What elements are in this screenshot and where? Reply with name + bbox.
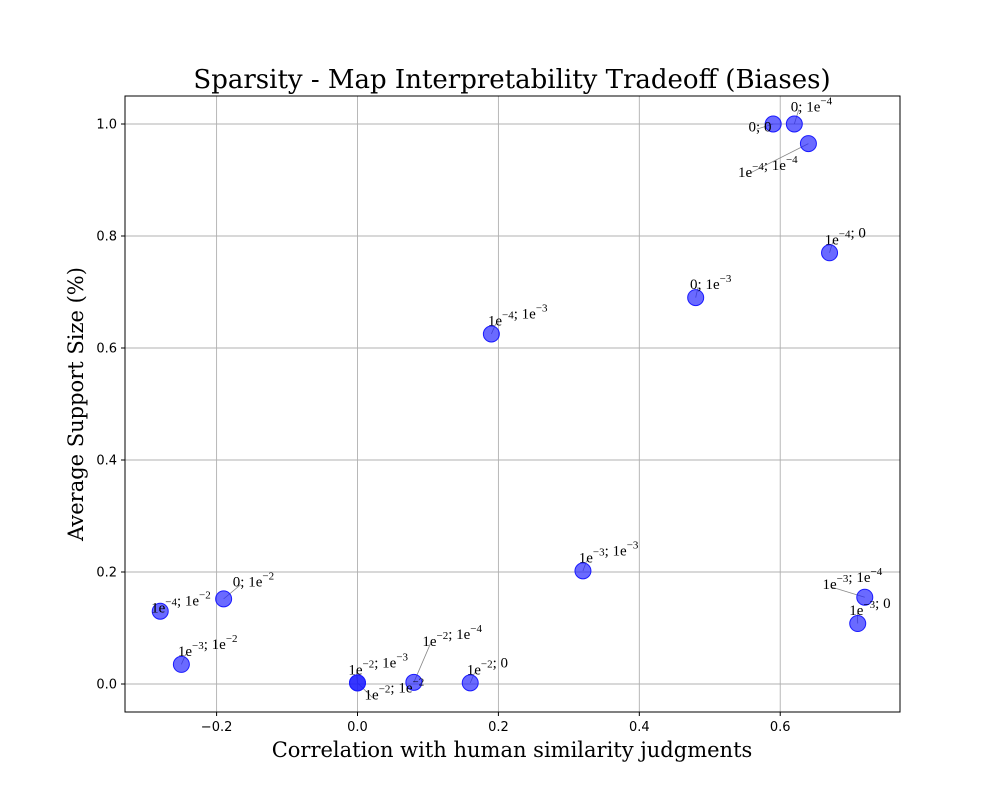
data-point (764, 115, 782, 133)
point-annotation: 1e−2; 1e−3 (348, 651, 408, 678)
point-annotation: 1e−2; 0 (467, 655, 508, 678)
annotation-leader (745, 143, 809, 176)
point-annotation: 1e−4; 1e−4 (738, 154, 798, 181)
x-tick-label: 0.4 (629, 720, 650, 735)
chart-title: Sparsity - Map Interpretability Tradeoff… (193, 65, 830, 95)
point-annotation: 0; 0 (749, 119, 772, 135)
data-point (799, 135, 817, 153)
y-tick-label: 0.2 (96, 566, 117, 581)
data-point (172, 655, 190, 673)
data-point (687, 289, 705, 307)
point-annotation: 0; 1e−4 (791, 96, 833, 116)
point-annotation: 1e−3; 1e−4 (823, 566, 883, 593)
data-point (461, 674, 479, 692)
point-annotation: 1e−4; 1e−3 (488, 303, 548, 330)
x-tick-label: 0.6 (770, 720, 791, 735)
data-point (215, 590, 233, 608)
data-point (349, 674, 366, 692)
data-point (482, 325, 500, 343)
y-tick-label: 0.8 (96, 230, 117, 245)
data-point (856, 588, 874, 606)
x-tick-label: −0.2 (201, 720, 233, 735)
data-point (574, 562, 592, 580)
data-point (849, 615, 867, 633)
point-annotations: 0; 0 0; 1e−4 1e−4; 1e−4 1e−4; 0 0; 1e−3 1e−4;… (151, 96, 891, 704)
x-axis-label: Correlation with human similarity judgme… (272, 738, 753, 762)
data-point (151, 602, 169, 620)
y-axis-label: Average Support Size (%) (64, 267, 88, 542)
annotation-leaders (158, 109, 865, 698)
data-point (821, 244, 839, 262)
plot-frame (124, 95, 901, 713)
axis-ticks: −0.2 0.0 0.2 0.4 0.6 0.0 0.2 0.4 0.6 0.8 1.0 (96, 118, 790, 736)
point-annotation: 1e−3; 0 (849, 596, 890, 619)
data-points (151, 115, 874, 692)
y-tick-label: 0.6 (96, 342, 117, 357)
point-annotation: 0; 1e−2 (233, 571, 274, 591)
data-point (405, 673, 423, 691)
point-annotation: 1e−2; 1e−2 (365, 677, 425, 704)
x-tick-label: 0.0 (347, 720, 368, 735)
point-annotation: 1e−3; 1e−2 (178, 633, 238, 660)
y-tick-label: 1.0 (96, 118, 117, 133)
point-annotation: 1e−4; 0 (825, 225, 866, 248)
point-annotation: 1e−2; 1e−4 (422, 623, 482, 650)
x-tick-label: 0.2 (488, 720, 509, 735)
data-point (785, 115, 803, 133)
point-annotation: 0; 1e−3 (690, 273, 732, 293)
point-annotation: 1e−4; 1e−2 (151, 589, 211, 616)
grid (125, 96, 900, 712)
y-tick-label: 0.0 (96, 678, 117, 693)
y-tick-label: 0.4 (96, 454, 117, 469)
point-annotation: 1e−3; 1e−3 (579, 539, 639, 566)
